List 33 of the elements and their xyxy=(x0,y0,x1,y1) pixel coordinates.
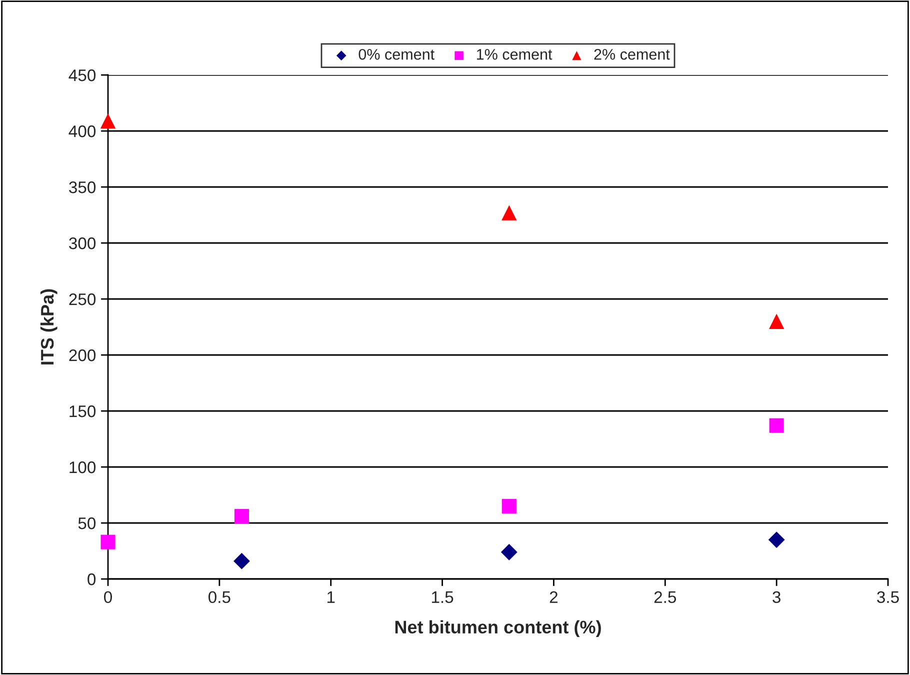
point xyxy=(100,534,116,550)
y-tick-label: 50 xyxy=(78,517,96,530)
point xyxy=(769,418,784,433)
y-tick-label: 0 xyxy=(88,573,96,586)
point xyxy=(502,498,516,514)
y-tick-label: 400 xyxy=(68,125,96,138)
x-tick-label: 0 xyxy=(104,591,112,604)
x-axis-title: Net bitumen content (%) xyxy=(395,620,601,638)
point xyxy=(768,314,784,330)
legend-label: 2% cement xyxy=(594,48,670,60)
point xyxy=(234,508,249,524)
x-tick-label: 2 xyxy=(550,591,558,603)
point xyxy=(100,113,116,129)
y-tick-label: 100 xyxy=(70,461,96,474)
y-tick-label: 350 xyxy=(69,181,96,194)
point xyxy=(768,532,785,548)
x-tick-label: 1.5 xyxy=(432,591,454,604)
y-tick-label: 250 xyxy=(69,293,96,306)
x-tick-label: 3.5 xyxy=(877,591,899,604)
point xyxy=(500,544,518,560)
y-tick-label: 450 xyxy=(68,69,96,82)
legend-label: 0% cement xyxy=(358,48,434,60)
point xyxy=(233,552,250,570)
y-tick-label: 200 xyxy=(69,349,96,362)
x-tick-label: 0.5 xyxy=(208,591,230,604)
x-tick-label: 2.5 xyxy=(654,591,676,604)
point xyxy=(502,205,517,220)
legend-label: 1% cement xyxy=(476,49,552,60)
y-tick-label: 150 xyxy=(70,405,96,418)
y-axis-title: ITS (kPa) xyxy=(40,289,58,364)
x-tick-label: 1 xyxy=(327,591,335,603)
y-tick-label: 300 xyxy=(69,237,96,250)
x-tick-label: 3 xyxy=(772,591,780,604)
